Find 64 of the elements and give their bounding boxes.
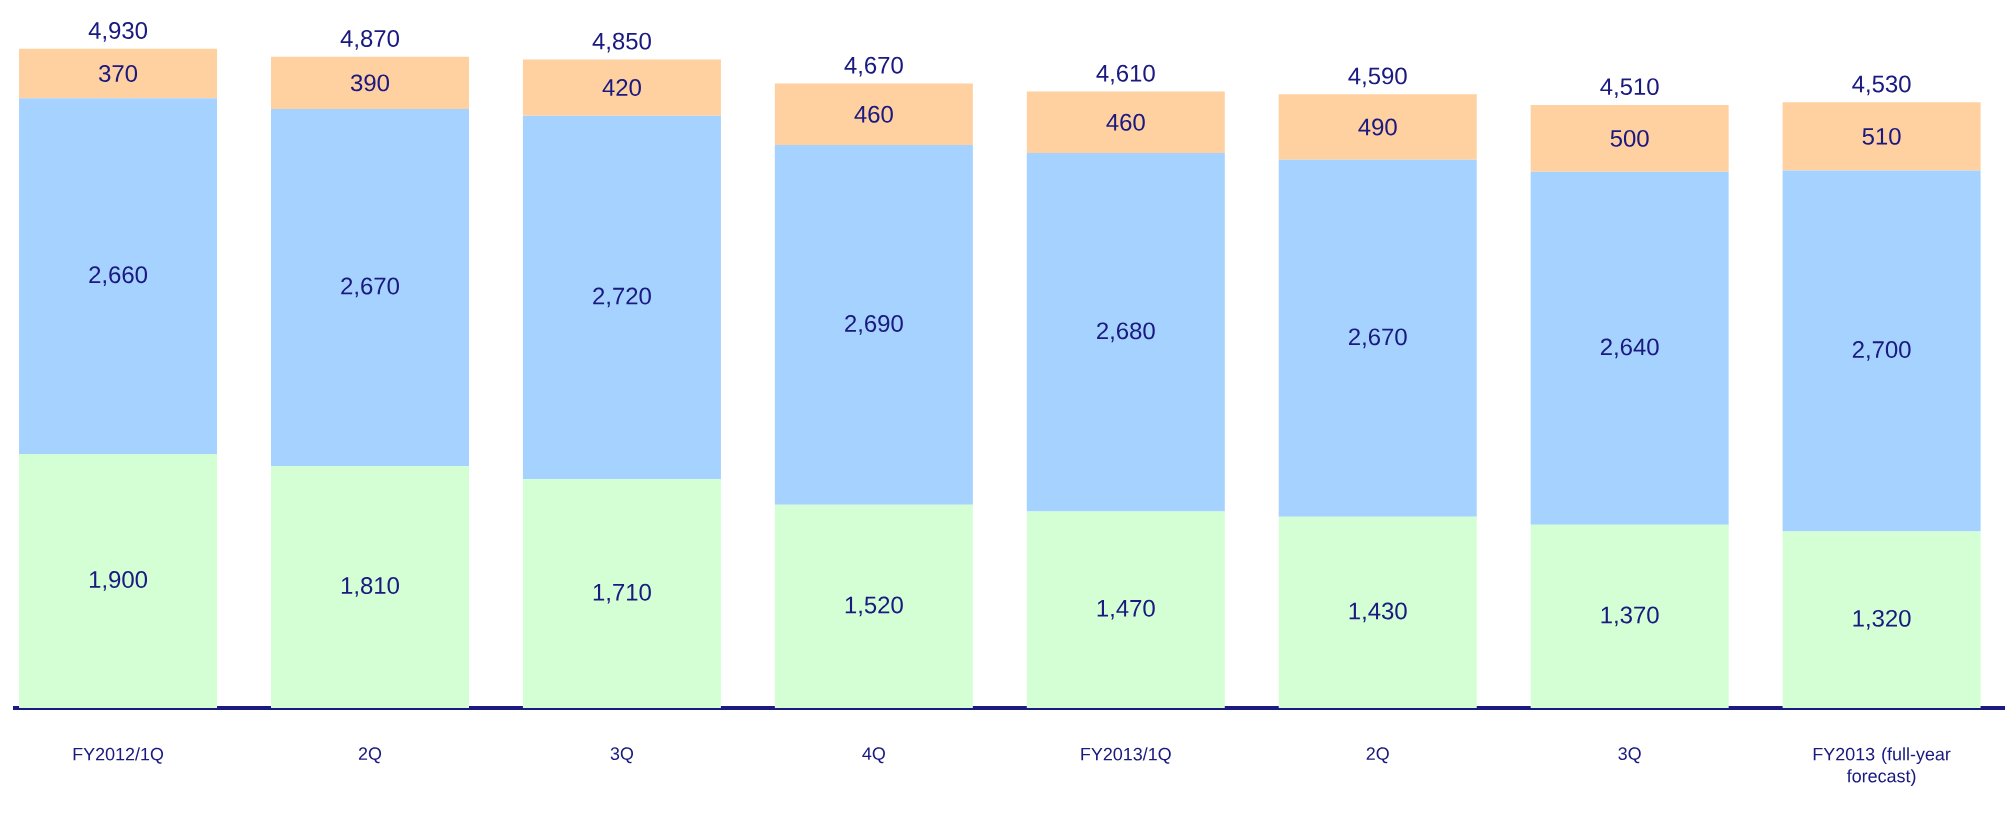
data-label: 2,680 (1097, 322, 1155, 343)
total-label: 4,670 (844, 56, 903, 77)
total-label: 4,610 (1096, 64, 1155, 85)
bar (19, 453, 218, 708)
data-label: 420 (602, 79, 641, 96)
bar (1530, 524, 1729, 708)
x-tick-label: FY2012/1Q (73, 747, 164, 764)
total-label: 4,530 (1852, 75, 1911, 96)
bar (1278, 516, 1477, 708)
x-tick-label: 3Q (610, 747, 634, 764)
x-tick-label: FY2013/1Q (1081, 747, 1171, 764)
bar (1782, 531, 1981, 708)
bar (270, 465, 469, 708)
data-label: 1,710 (593, 583, 651, 604)
bar (774, 145, 973, 505)
bar (522, 115, 721, 480)
bar (1530, 171, 1729, 525)
data-label: 1,520 (845, 596, 903, 617)
bar (1782, 170, 1981, 532)
data-label: 370 (99, 65, 138, 82)
data-label: 1,320 (1853, 609, 1911, 630)
bar (1278, 94, 1477, 160)
bar (522, 479, 721, 708)
data-label: 1,470 (1097, 599, 1155, 620)
bar (1278, 159, 1477, 517)
data-label: 2,720 (593, 287, 651, 308)
bar (270, 108, 469, 466)
data-label: 1,900 (89, 571, 148, 591)
data-label: 460 (854, 105, 893, 123)
bar (1026, 91, 1225, 154)
total-label: 4,590 (1348, 67, 1407, 88)
bar (1026, 511, 1225, 708)
data-label: 1,370 (1601, 606, 1659, 627)
data-label: 2,640 (1600, 338, 1659, 359)
bar (270, 56, 469, 109)
x-tick-label: 4Q (862, 747, 885, 764)
data-label: 460 (1106, 113, 1145, 131)
total-label: 4,850 (592, 32, 651, 53)
x-tick-label: 2Q (358, 747, 382, 764)
data-label: 1,430 (1349, 602, 1407, 623)
data-label: 500 (1610, 129, 1649, 147)
data-label: 510 (1862, 127, 1901, 145)
data-label: 1,810 (341, 577, 399, 597)
bar (19, 48, 218, 99)
bar (1530, 104, 1729, 172)
bar (1026, 153, 1225, 512)
bar (774, 83, 973, 146)
x-tick-label: 3Q (1618, 747, 1641, 764)
data-label: 490 (1358, 118, 1397, 136)
bar (1782, 102, 1981, 171)
data-label: 2,700 (1852, 341, 1911, 361)
data-label: 2,670 (1348, 328, 1407, 349)
total-label: 4,510 (1600, 78, 1659, 98)
x-tick-label: 2Q (1366, 747, 1389, 764)
bar (522, 59, 721, 116)
x-tick-label: FY2013 (full-year forecast) (1813, 747, 1951, 786)
data-label: 390 (350, 74, 390, 92)
total-label: 4,930 (88, 21, 148, 42)
bar (19, 98, 218, 454)
data-label: 2,690 (845, 315, 903, 335)
data-label: 2,670 (341, 277, 399, 298)
total-label: 4,870 (340, 30, 399, 50)
bar (774, 504, 973, 708)
data-label: 2,660 (89, 266, 148, 286)
